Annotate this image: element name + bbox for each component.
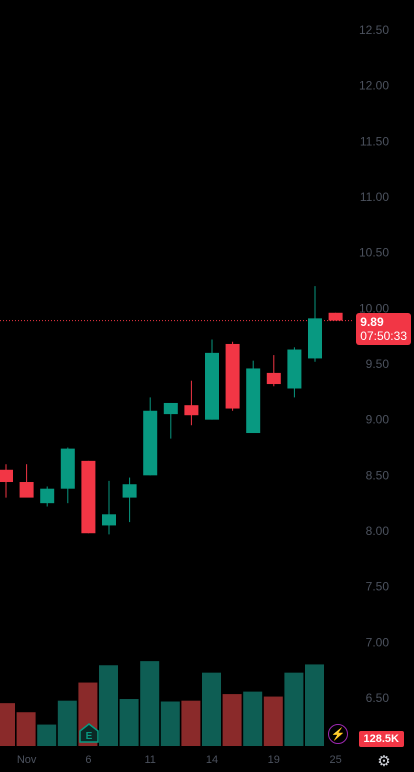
volume-bar [222, 694, 242, 746]
x-tick-label: 25 [329, 754, 341, 766]
volume-label: 128.5K [358, 731, 404, 747]
volume-bar [181, 700, 201, 746]
candle-body [266, 372, 281, 385]
last-price-value: 9.89 [360, 315, 384, 329]
candle-body [184, 405, 199, 416]
y-tick-label: 11.00 [360, 190, 389, 204]
earnings-icon[interactable]: E [79, 723, 99, 743]
y-tick-label: 11.50 [360, 134, 389, 148]
candle-body [205, 352, 219, 420]
volume-bar [263, 696, 283, 746]
candle-body [225, 343, 240, 409]
earnings-icon-glyph: E [79, 723, 99, 743]
volume-bar [37, 724, 57, 746]
settings-icon[interactable]: ⚙ [377, 753, 391, 770]
candle-body [60, 448, 75, 489]
candle-body [287, 349, 302, 389]
candle-body [122, 484, 137, 498]
candle-body [328, 312, 343, 321]
y-tick-label: 10.50 [359, 246, 389, 260]
candle-body [163, 402, 178, 415]
x-tick-label: 11 [144, 754, 155, 766]
volume-bar [202, 672, 221, 746]
candle-body [246, 368, 261, 434]
candle-body [0, 469, 13, 483]
y-tick-label: 8.00 [366, 524, 390, 538]
candle-body [143, 410, 158, 476]
volume-bar [160, 701, 180, 746]
volume-bar [243, 691, 263, 746]
x-tick-label: Nov [17, 754, 37, 766]
volume-bar [284, 672, 304, 746]
y-tick-label: 7.50 [366, 580, 390, 594]
countdown-timer: 07:50:33 [360, 329, 407, 343]
candle-body [81, 460, 96, 534]
volume-bar [57, 700, 77, 746]
volume-bar [16, 712, 36, 746]
last-price-label: 9.89 07:50:33 [356, 313, 411, 345]
y-tick-label: 12.00 [359, 79, 389, 93]
y-tick-label: 6.50 [366, 691, 390, 705]
candle-body [40, 488, 55, 504]
candle-body [308, 318, 322, 359]
candle-body [19, 482, 34, 498]
lightning-icon[interactable]: ⚡ [328, 724, 348, 744]
y-tick-label: 10.00 [359, 301, 389, 315]
volume-bar [0, 703, 15, 746]
svg-text:E: E [86, 731, 93, 742]
y-tick-label: 12.50 [359, 23, 389, 37]
x-tick-label: 14 [206, 754, 218, 766]
x-tick-label: 19 [268, 754, 280, 766]
y-tick-label: 7.00 [366, 635, 390, 649]
volume-bar [140, 661, 160, 746]
candle-body [102, 514, 116, 526]
volume-bar [99, 665, 118, 746]
y-tick-label: 8.50 [366, 468, 390, 482]
volume-bar [119, 699, 139, 746]
y-tick-label: 9.50 [366, 357, 390, 371]
y-tick-label: 9.00 [366, 413, 390, 427]
x-tick-label: 6 [85, 754, 91, 766]
volume-bar [305, 664, 324, 746]
